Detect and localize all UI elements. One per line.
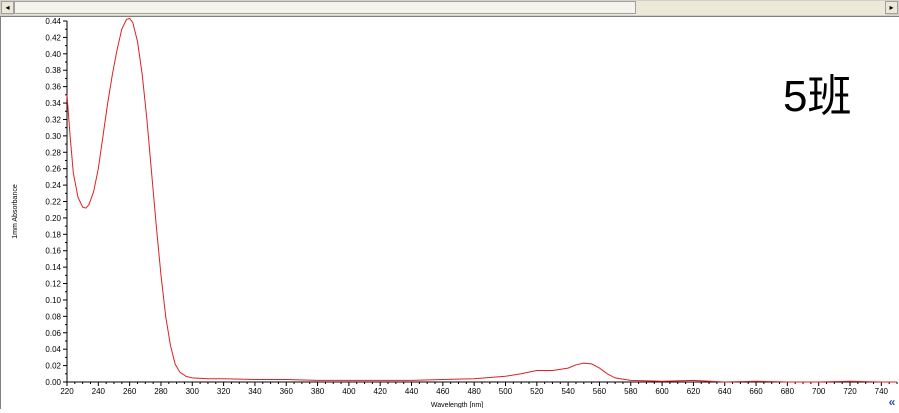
y-tick-label: 0.36 [45, 83, 61, 92]
x-tick-label: 320 [217, 387, 231, 396]
x-tick-label: 720 [843, 387, 857, 396]
y-tick-label: 0.32 [45, 115, 61, 124]
x-tick-label: 700 [812, 387, 826, 396]
collapse-chevron-icon[interactable]: « [888, 395, 896, 409]
x-tick-label: 220 [60, 387, 74, 396]
scroll-right-arrow-icon[interactable]: ▸ [885, 1, 898, 14]
x-tick-label: 460 [436, 387, 450, 396]
x-tick-label: 280 [154, 387, 168, 396]
plot-frame: 0.00 0.02 0.04 0.06 0.08 0.10 0.12 0.14 0.16 0.18… [0, 16, 899, 409]
x-tick-label: 580 [624, 387, 638, 396]
y-tick-label: 0.20 [45, 214, 61, 223]
scroll-left-arrow-icon[interactable]: ◂ [1, 1, 14, 14]
x-axis-title: Wavelength [nm] [431, 402, 483, 408]
y-tick-label: 0.44 [45, 17, 61, 26]
y-tick-label: 0.34 [45, 99, 61, 108]
horizontal-scrollbar[interactable]: ◂ ▸ [0, 0, 899, 16]
y-tick-label: 0.28 [45, 148, 61, 157]
y-tick-label: 0.42 [45, 33, 61, 42]
x-tick-label: 560 [593, 387, 607, 396]
x-tick-label: 420 [374, 387, 388, 396]
y-tick-label: 0.22 [45, 198, 61, 207]
x-tick-label: 240 [92, 387, 106, 396]
x-tick-label: 340 [248, 387, 262, 396]
y-tick-label: 0.10 [45, 296, 61, 305]
y-tick-label: 0.00 [45, 378, 61, 387]
y-tick-label: 0.26 [45, 165, 61, 174]
y-tick-label: 0.40 [45, 50, 61, 59]
y-tick-label: 0.06 [45, 329, 61, 338]
y-tick-label: 0.24 [45, 181, 61, 190]
y-tick-label: 0.02 [45, 362, 61, 371]
x-tick-label: 480 [467, 387, 481, 396]
x-tick-label: 260 [123, 387, 137, 396]
y-axis-title: 1mm Absorbance [12, 184, 19, 239]
x-tick-label: 680 [781, 387, 795, 396]
class-label: 5班 [783, 72, 852, 121]
x-tick-label: 740 [875, 387, 889, 396]
x-tick-label: 400 [342, 387, 356, 396]
y-tick-label: 0.30 [45, 132, 61, 141]
y-tick-label: 0.14 [45, 263, 61, 272]
y-tick-label: 0.04 [45, 345, 61, 354]
y-tick-label: 0.08 [45, 312, 61, 321]
absorbance-chart: 0.00 0.02 0.04 0.06 0.08 0.10 0.12 0.14 0.16 0.18… [12, 17, 898, 409]
x-tick-label: 360 [280, 387, 294, 396]
absorbance-series-line [66, 17, 897, 383]
y-tick-label: 0.12 [45, 280, 61, 289]
y-tick-label: 0.38 [45, 66, 61, 75]
x-tick-label: 640 [718, 387, 732, 396]
x-tick-label: 600 [655, 387, 669, 396]
x-tick-label: 520 [530, 387, 544, 396]
x-tick-label: 620 [687, 387, 701, 396]
x-tick-label: 660 [749, 387, 763, 396]
x-tick-label: 300 [186, 387, 200, 396]
x-tick-label: 380 [311, 387, 325, 396]
x-tick-label: 440 [405, 387, 419, 396]
x-tick-label: 500 [499, 387, 513, 396]
x-tick-label: 540 [561, 387, 575, 396]
y-tick-label: 0.18 [45, 230, 61, 239]
y-tick-label: 0.16 [45, 247, 61, 256]
scrollbar-thumb[interactable] [14, 1, 636, 14]
